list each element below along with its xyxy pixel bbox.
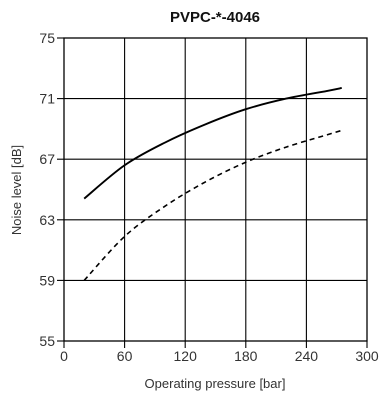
series-line-solid	[83, 87, 342, 200]
y-tick-label: 55	[39, 333, 55, 349]
x-tick-label: 240	[295, 348, 319, 364]
x-tick-label: 180	[234, 348, 258, 364]
y-tick-label: 67	[39, 151, 55, 167]
x-tick-label: 60	[117, 348, 133, 364]
x-axis-label: Operating pressure [bar]	[145, 376, 286, 391]
plot-frame	[63, 37, 368, 342]
y-axis-label: Noise level [dB]	[9, 145, 24, 235]
x-tick-label: 120	[174, 348, 198, 364]
y-tick-label: 75	[39, 30, 55, 46]
y-tick-label: 59	[39, 272, 55, 288]
x-tick-label: 300	[355, 348, 379, 364]
series-line-dashed	[83, 129, 342, 281]
axis-layer: 0 60 120 180 240 300 55 59 63 67 71 75	[39, 30, 378, 364]
series-layer	[83, 87, 342, 281]
chart-title: PVPC-*-4046	[170, 9, 260, 26]
y-tick-label: 63	[39, 212, 55, 228]
grid-layer	[64, 38, 367, 341]
y-tick-label: 71	[39, 91, 55, 107]
x-tick-label: 0	[60, 348, 68, 364]
